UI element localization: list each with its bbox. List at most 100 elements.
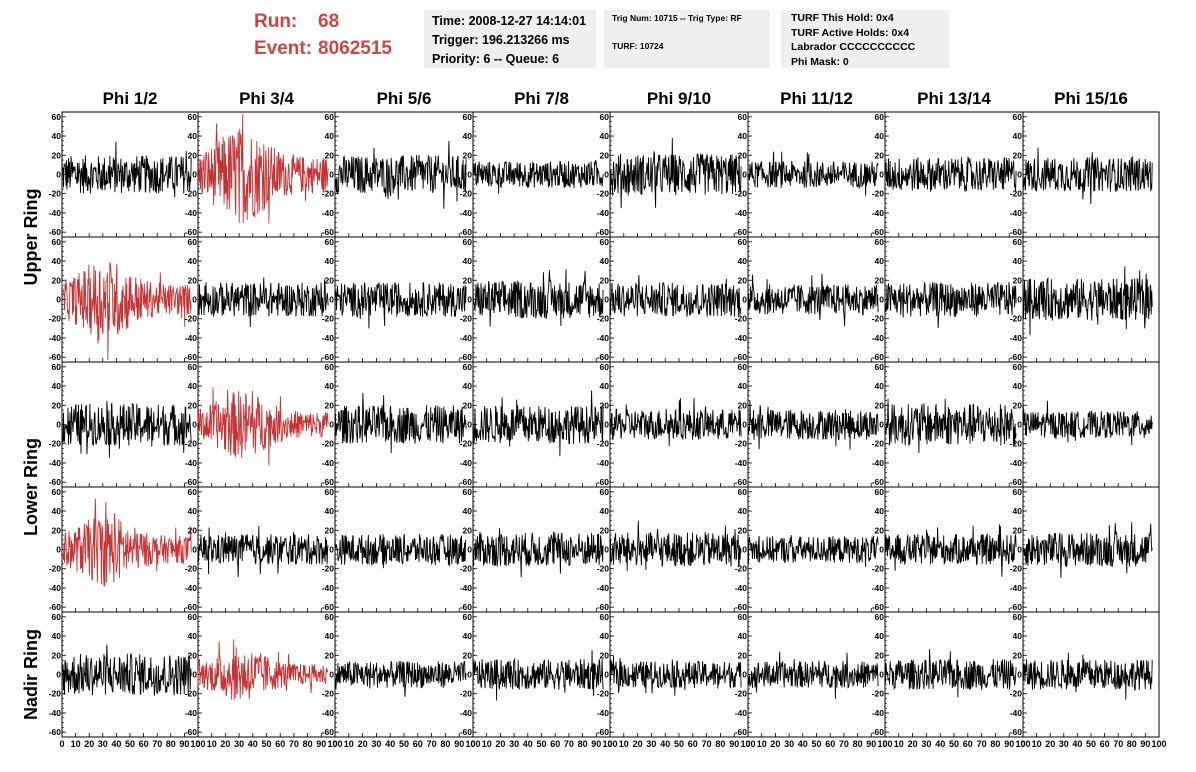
x-tick-label: 50 [261,739,271,749]
y-tick-label: -40 [322,333,335,343]
y-tick-label: 0 [329,545,334,555]
x-tick-label: 0 [59,739,64,749]
y-tick-label: 40 [325,631,335,641]
waveform-trace [472,390,604,457]
waveform-trace [472,269,604,327]
y-tick-label: 40 [875,381,885,391]
y-tick-label: -40 [597,708,610,718]
y-tick-label: -60 [322,352,335,362]
x-tick-label: 90 [179,739,189,749]
y-tick-label: -40 [460,708,473,718]
y-tick-label: 20 [875,400,885,410]
y-tick-label: -20 [460,564,473,574]
y-tick-label: -40 [1010,708,1023,718]
x-tick-label: 50 [1086,739,1096,749]
y-tick-label: -20 [872,564,885,574]
x-tick-label: 20 [908,739,918,749]
x-tick-label: 40 [798,739,808,749]
waveform-trace [61,262,192,361]
y-tick-label: -40 [185,583,198,593]
waveform-trace [609,520,742,572]
y-tick-label: 20 [463,650,473,660]
x-tick-label: 60 [550,739,560,749]
y-tick-label: 0 [879,670,884,680]
event-value: 8062515 [318,38,392,59]
y-tick-label: -40 [872,333,885,343]
y-tick-label: -20 [322,689,335,699]
x-tick-label: 80 [1127,739,1137,749]
y-tick-label: 60 [52,612,62,622]
y-tick-label: 20 [738,275,748,285]
y-tick-label: -20 [872,439,885,449]
y-tick-label: -40 [735,208,748,218]
waveform-trace [884,524,1017,577]
y-tick-label: 0 [192,420,197,430]
y-tick-label: 0 [604,295,609,305]
y-tick-label: 20 [875,650,885,660]
y-tick-label: 20 [875,275,885,285]
x-tick-label: 10 [207,739,217,749]
y-tick-label: 0 [1017,670,1022,680]
y-tick-label: 60 [463,612,473,622]
waveform-trace [334,534,467,569]
x-tick-label: 70 [1113,739,1123,749]
x-tick-label: 90 [591,739,601,749]
y-tick-label: 0 [742,545,747,555]
y-tick-label: -60 [185,352,198,362]
x-tick-label: 90 [316,739,326,749]
y-tick-label: -40 [185,333,198,343]
y-tick-label: 40 [325,506,335,516]
x-tick-label: 90 [1004,739,1014,749]
x-tick-label: 30 [646,739,656,749]
x-tick-label: 30 [509,739,519,749]
y-tick-label: -60 [597,352,610,362]
x-tick-label: 50 [399,739,409,749]
y-tick-label: -60 [872,727,885,737]
x-tick-label: 30 [784,739,794,749]
y-tick-label: 40 [1013,381,1023,391]
y-tick-label: 60 [325,362,335,372]
y-tick-label: 60 [188,237,198,247]
y-tick-label: 20 [325,650,335,660]
waveform-trace [609,138,742,209]
y-tick-label: 40 [188,256,198,266]
waveform-trace [747,651,879,699]
y-tick-label: -60 [49,352,62,362]
x-tick-label: 0 [882,739,887,749]
y-tick-label: -20 [872,689,885,699]
y-tick-label: 40 [875,506,885,516]
y-tick-label: -40 [1010,333,1023,343]
y-tick-label: -60 [185,227,198,237]
waveform-trace [884,156,1017,192]
y-tick-label: 0 [192,170,197,180]
y-tick-label: 20 [738,650,748,660]
waveform-trace [334,660,467,697]
y-tick-label: -20 [735,439,748,449]
y-tick-label: 60 [738,612,748,622]
y-tick-label: 0 [742,295,747,305]
x-tick-label: 20 [220,739,230,749]
y-tick-label: -60 [597,727,610,737]
y-tick-label: 20 [738,400,748,410]
y-tick-label: 60 [325,487,335,497]
y-tick-label: -20 [49,189,62,199]
y-tick-label: 40 [738,256,748,266]
y-tick-label: -60 [49,602,62,612]
x-tick-label: 90 [1140,739,1150,749]
waveform-trace [197,639,329,701]
y-tick-label: -60 [597,602,610,612]
waveform-trace [1022,652,1153,700]
x-tick-label: 40 [660,739,670,749]
y-tick-label: 40 [463,631,473,641]
phi-mask-line: Phi Mask: 0 [791,55,849,68]
waveform-trace [747,400,879,450]
y-tick-label: -60 [460,477,473,487]
x-tick-label: 0 [1020,739,1025,749]
y-tick-label: -20 [185,439,198,449]
waveform-trace [197,277,329,328]
y-tick-label: 20 [325,525,335,535]
y-tick-label: 60 [738,487,748,497]
waveform-trace [197,525,329,578]
column-header: Phi 5/6 [377,89,432,108]
turf-this-hold: TURF This Hold: 0x4 [791,12,894,24]
